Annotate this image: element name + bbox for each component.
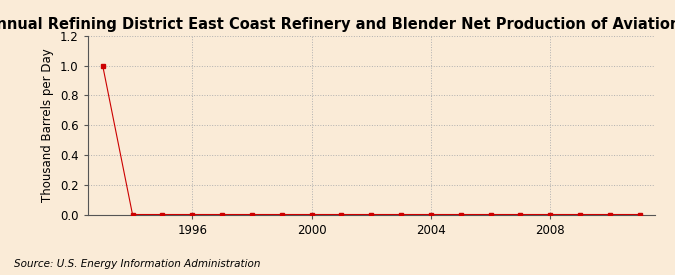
Y-axis label: Thousand Barrels per Day: Thousand Barrels per Day [41, 48, 55, 202]
Title: Annual Refining District East Coast Refinery and Blender Net Production of Aviat: Annual Refining District East Coast Refi… [0, 17, 675, 32]
Text: Source: U.S. Energy Information Administration: Source: U.S. Energy Information Administ… [14, 259, 260, 269]
